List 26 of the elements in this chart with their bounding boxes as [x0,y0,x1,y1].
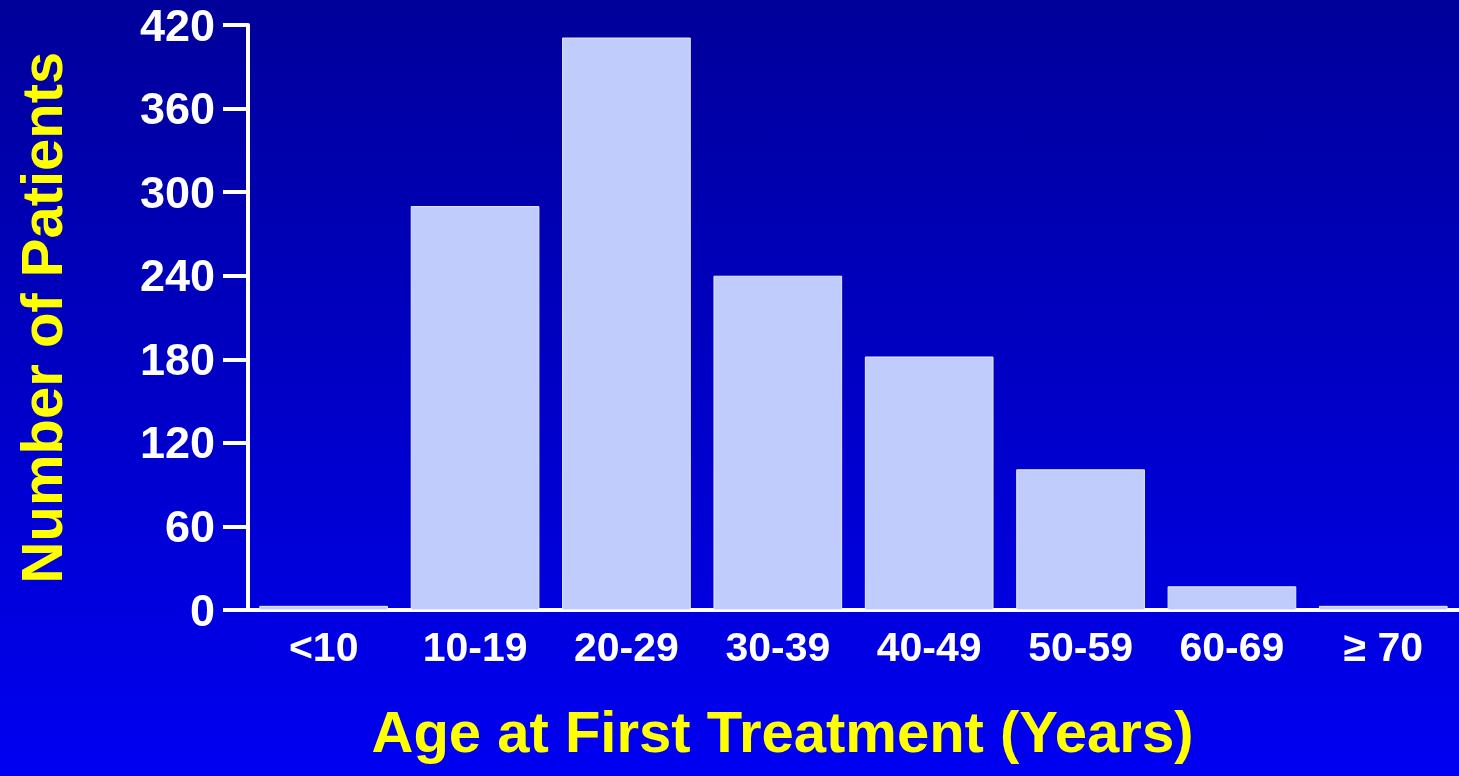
x-tick-label: 10-19 [422,623,528,670]
bar [562,37,691,610]
y-tick-label: 120 [139,417,215,469]
y-axis-title: Number of Patients [8,51,74,584]
bar [1318,605,1448,610]
x-tick-label: ≥ 70 [1343,623,1424,670]
y-tick-label: 180 [139,333,215,385]
x-tick-label: 20-29 [574,623,679,670]
bar [410,206,540,610]
y-tick-label: 360 [139,83,215,135]
bar [1016,469,1145,610]
y-tick-label: 60 [164,500,215,552]
bar [259,605,389,610]
bar [864,356,994,610]
bar [713,275,843,610]
x-tick-label: 60-69 [1179,623,1285,670]
x-tick-label: 30-39 [725,623,831,670]
bar [1167,586,1297,610]
x-tick-label: <10 [288,623,359,670]
x-axis-title: Age at First Treatment (Years) [371,698,1194,764]
y-tick-label: 300 [139,166,215,218]
y-tick-label: 240 [139,250,215,302]
y-tick-label: 0 [189,584,215,636]
x-tick-label: 40-49 [876,623,982,670]
x-tick-label: 50-59 [1028,623,1133,670]
y-tick-label: 420 [139,0,215,51]
